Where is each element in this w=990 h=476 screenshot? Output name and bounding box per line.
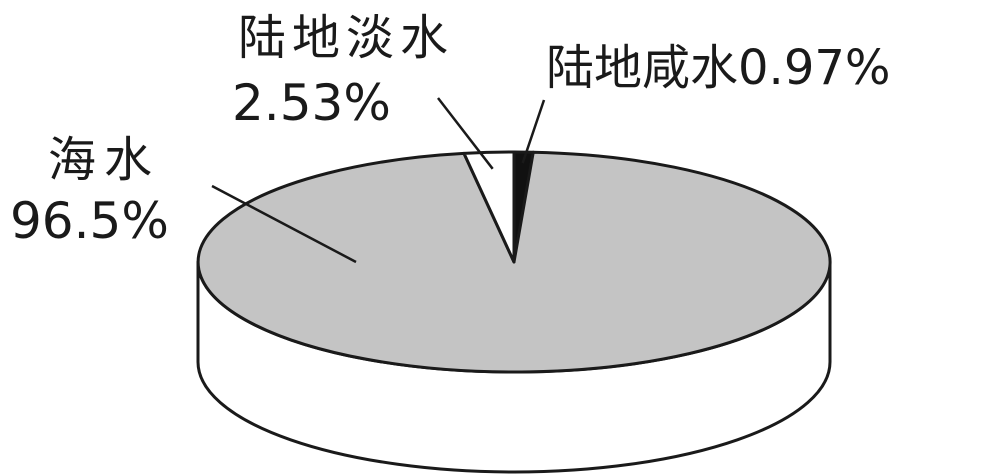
label-seawater-name: 海水 xyxy=(48,132,160,188)
label-freshwater-value: 2.53% xyxy=(232,74,391,132)
label-saltwater-category: 陆地咸水 xyxy=(546,40,738,96)
label-seawater-value: 96.5% xyxy=(10,192,169,250)
leader-saltwater xyxy=(521,99,546,164)
leader-seawater xyxy=(211,184,357,264)
label-saltwater-value: 0.97% xyxy=(738,40,890,96)
label-freshwater-name: 陆地淡水 xyxy=(238,10,454,66)
pie-top xyxy=(196,150,832,374)
slice-freshwater xyxy=(462,150,516,264)
leader-freshwater xyxy=(437,97,494,170)
leader-lines xyxy=(211,97,546,264)
label-saltwater-name: 陆地咸水0.97% xyxy=(546,40,891,96)
